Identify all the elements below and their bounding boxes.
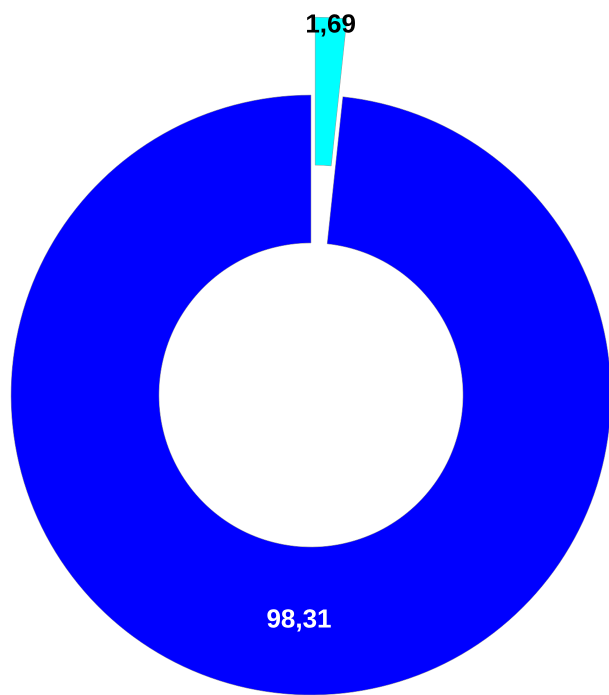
donut-slice [314, 16, 348, 167]
data-label: 98,31 [266, 604, 331, 634]
donut-slice [10, 94, 609, 695]
data-label: 1,69 [305, 8, 356, 38]
